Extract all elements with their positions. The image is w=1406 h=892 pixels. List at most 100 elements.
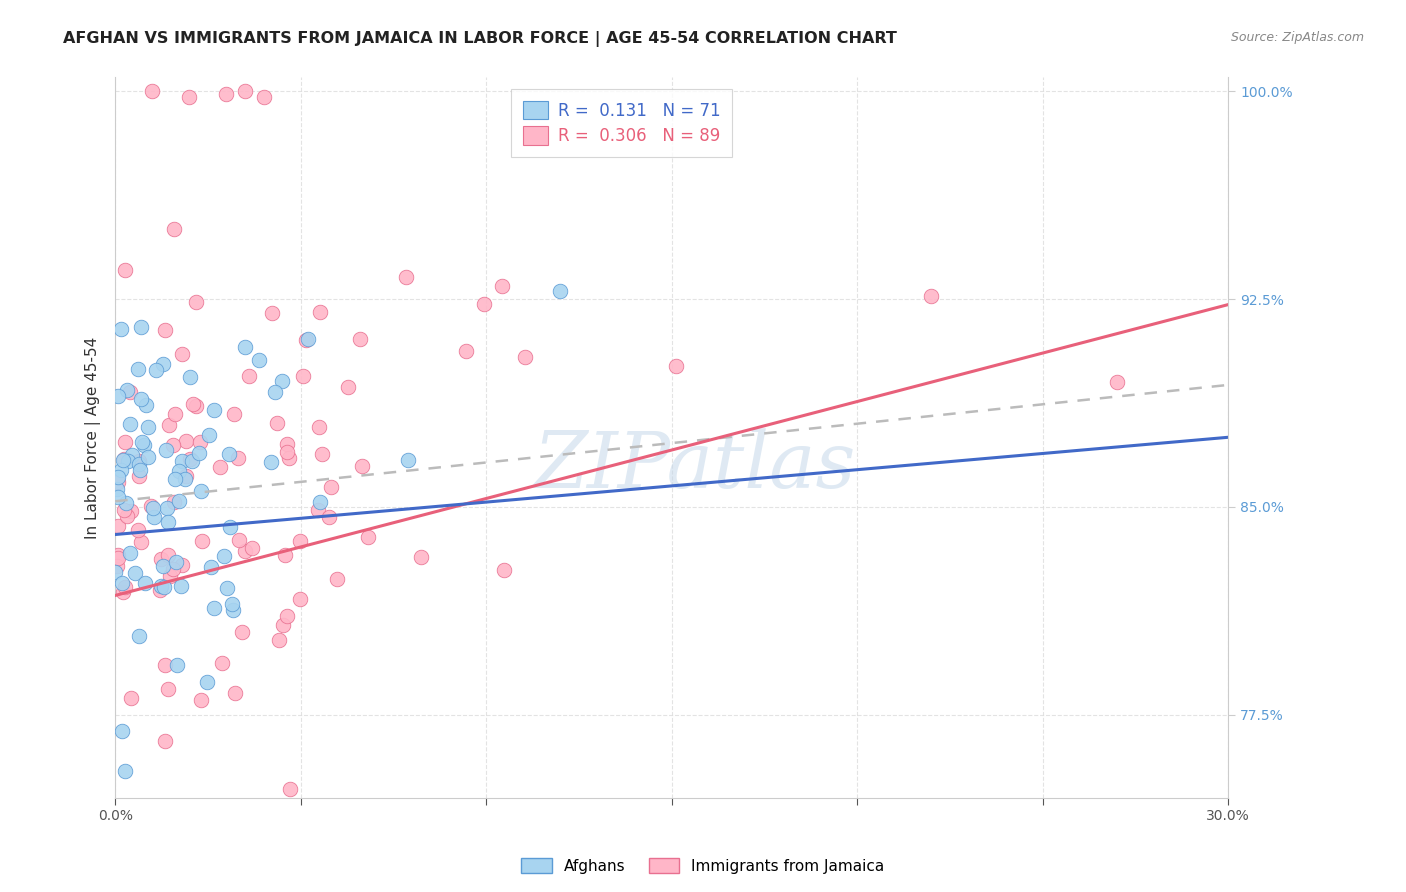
Point bbox=[131, 434, 153, 449]
Point bbox=[107, 490, 129, 504]
Text: Source: ZipAtlas.com: Source: ZipAtlas.com bbox=[1230, 31, 1364, 45]
Point bbox=[204, 601, 226, 615]
Point bbox=[153, 581, 176, 595]
Point bbox=[271, 618, 294, 632]
Point bbox=[118, 546, 141, 560]
Point bbox=[145, 363, 167, 377]
Point bbox=[155, 443, 177, 458]
Point bbox=[139, 500, 162, 514]
Point bbox=[188, 435, 211, 450]
Point bbox=[308, 420, 330, 434]
Point bbox=[247, 353, 270, 368]
Point bbox=[291, 369, 314, 384]
Point bbox=[143, 510, 166, 524]
Point bbox=[288, 591, 311, 606]
Point bbox=[211, 656, 233, 670]
Legend: Afghans, Immigrants from Jamaica: Afghans, Immigrants from Jamaica bbox=[515, 852, 891, 880]
Text: AFGHAN VS IMMIGRANTS FROM JAMAICA IN LABOR FORCE | AGE 45-54 CORRELATION CHART: AFGHAN VS IMMIGRANTS FROM JAMAICA IN LAB… bbox=[63, 31, 897, 47]
Point bbox=[325, 572, 347, 586]
Point bbox=[115, 383, 138, 397]
Point bbox=[170, 347, 193, 361]
Point bbox=[200, 559, 222, 574]
Point bbox=[157, 682, 180, 697]
Point bbox=[226, 451, 249, 466]
Point bbox=[492, 563, 515, 577]
Point bbox=[107, 550, 129, 565]
Point bbox=[218, 446, 240, 460]
Point bbox=[190, 693, 212, 707]
Point bbox=[112, 502, 135, 516]
Point bbox=[120, 504, 142, 518]
Point bbox=[398, 452, 420, 467]
Legend: R =  0.131   N = 71, R =  0.306   N = 89: R = 0.131 N = 71, R = 0.306 N = 89 bbox=[512, 89, 733, 157]
Point bbox=[118, 417, 141, 431]
Point bbox=[231, 624, 253, 639]
Point bbox=[179, 90, 201, 104]
Point bbox=[297, 332, 319, 346]
Point bbox=[111, 584, 134, 599]
Point bbox=[129, 320, 152, 334]
Point bbox=[150, 552, 173, 566]
Point bbox=[184, 295, 207, 310]
Point bbox=[170, 579, 193, 593]
Point bbox=[162, 562, 184, 576]
Point bbox=[295, 334, 318, 348]
Point bbox=[105, 558, 128, 573]
Point bbox=[222, 408, 245, 422]
Point bbox=[174, 472, 197, 486]
Point bbox=[127, 362, 149, 376]
Point bbox=[150, 579, 173, 593]
Point bbox=[271, 374, 294, 388]
Point bbox=[156, 548, 179, 562]
Point bbox=[202, 402, 225, 417]
Point bbox=[411, 550, 433, 565]
Point bbox=[174, 434, 197, 449]
Point bbox=[107, 389, 129, 403]
Point bbox=[157, 417, 180, 432]
Point bbox=[163, 222, 186, 236]
Point bbox=[214, 549, 236, 563]
Point bbox=[107, 519, 129, 533]
Point bbox=[142, 501, 165, 516]
Point bbox=[219, 520, 242, 534]
Point bbox=[276, 608, 298, 623]
Point bbox=[233, 341, 256, 355]
Point bbox=[357, 530, 380, 544]
Point bbox=[309, 495, 332, 509]
Point bbox=[174, 469, 197, 483]
Point bbox=[153, 323, 176, 337]
Point bbox=[233, 84, 256, 98]
Point bbox=[266, 416, 288, 430]
Point bbox=[190, 483, 212, 498]
Point bbox=[131, 392, 153, 406]
Point bbox=[115, 508, 138, 523]
Point bbox=[191, 534, 214, 549]
Point bbox=[252, 90, 274, 104]
Point bbox=[114, 263, 136, 277]
Point bbox=[134, 575, 156, 590]
Point bbox=[128, 457, 150, 471]
Point bbox=[129, 534, 152, 549]
Point bbox=[311, 447, 333, 461]
Point bbox=[307, 502, 329, 516]
Point bbox=[208, 460, 231, 475]
Point bbox=[181, 454, 204, 468]
Point bbox=[336, 380, 359, 394]
Point bbox=[114, 580, 136, 594]
Point bbox=[159, 568, 181, 582]
Point bbox=[491, 279, 513, 293]
Point bbox=[114, 764, 136, 778]
Point bbox=[395, 270, 418, 285]
Point bbox=[167, 464, 190, 478]
Point bbox=[513, 350, 536, 364]
Point bbox=[260, 306, 283, 320]
Point bbox=[152, 358, 174, 372]
Point bbox=[124, 566, 146, 581]
Point bbox=[134, 438, 156, 452]
Point bbox=[170, 558, 193, 572]
Point bbox=[269, 632, 291, 647]
Point bbox=[276, 437, 298, 451]
Point bbox=[128, 469, 150, 483]
Point bbox=[184, 400, 207, 414]
Point bbox=[166, 658, 188, 673]
